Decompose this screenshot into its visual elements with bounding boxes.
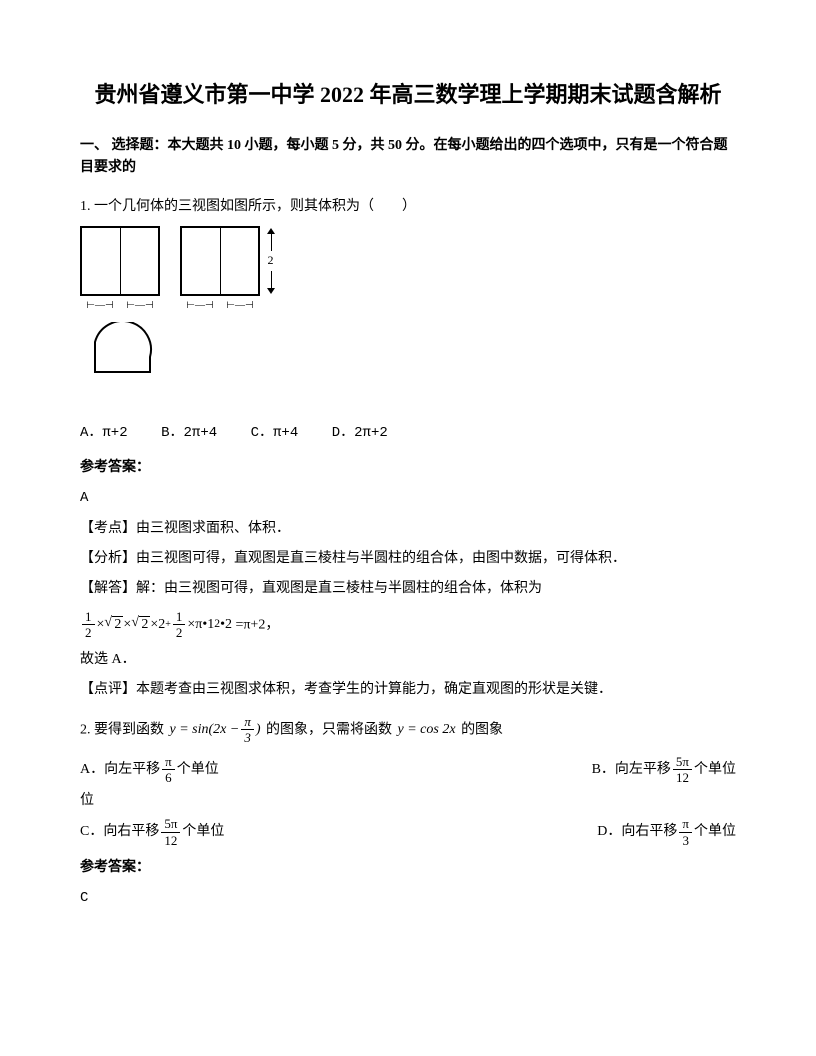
q2-option-d: D．向右平移 π3 个单位 — [597, 816, 736, 848]
q1-options: A．π+2 B．2π+4 C．π+4 D．2π+2 — [80, 422, 736, 444]
front-view — [80, 226, 160, 296]
q1-answer-label: 参考答案： — [80, 457, 736, 479]
q2-answer: C — [80, 887, 736, 909]
q1-conclusion: 故选 A． — [80, 649, 736, 671]
q2-option-c: C．向右平移 5π12 个单位 — [80, 816, 224, 848]
q1-solve: 【解答】解：由三视图可得，直观图是直三棱柱与半圆柱的组合体，体积为 — [80, 578, 736, 600]
q1-option-d: D．2π+2 — [332, 422, 388, 444]
page-title: 贵州省遵义市第一中学 2022 年高三数学理上学期期末试题含解析 — [80, 80, 736, 111]
q1-point: 【考点】由三视图求面积、体积． — [80, 518, 736, 540]
q1-option-c: C．π+4 — [251, 422, 299, 444]
q1-option-a: A．π+2 — [80, 422, 128, 444]
q2-options: A．向左平移 π6 个单位 B．向左平移 5π12 个单位 位 C．向右平移 5… — [80, 754, 736, 849]
q2-option-a: A．向左平移 π6 个单位 — [80, 754, 219, 786]
q2-option-b: B．向左平移 5π12 个单位 — [592, 754, 736, 786]
side-view: 2 — [180, 226, 260, 296]
q1-figure: ⊢—⊣⊢—⊣ 2 ⊢—⊣⊢—⊣ — [80, 226, 736, 410]
q1-formula: 12 ×2×2×2 + 12 ×π•12•2 =π+2， — [80, 609, 736, 641]
question-1: 1. 一个几何体的三视图如图所示，则其体积为（ ） ⊢—⊣⊢—⊣ 2 ⊢—⊣⊢—… — [80, 196, 736, 702]
q1-analysis: 【分析】由三视图可得，直观图是直三棱柱与半圆柱的组合体，由图中数据，可得体积． — [80, 548, 736, 570]
section-header: 一、 选择题：本大题共 10 小题，每小题 5 分，共 50 分。在每小题给出的… — [80, 135, 736, 180]
q1-comment: 【点评】本题考查由三视图求体积，考查学生的计算能力，确定直观图的形状是关键． — [80, 679, 736, 701]
q2-option-b-cont: 位 — [80, 790, 736, 812]
q1-option-b: B．2π+4 — [161, 422, 217, 444]
q1-answer: A — [80, 487, 736, 509]
q2-text: 2. 要得到函数 y = sin(2x − π3) 的图象，只需将函数 y = … — [80, 714, 736, 746]
question-2: 2. 要得到函数 y = sin(2x − π3) 的图象，只需将函数 y = … — [80, 714, 736, 910]
q2-answer-label: 参考答案： — [80, 857, 736, 879]
q1-text: 1. 一个几何体的三视图如图所示，则其体积为（ ） — [80, 196, 736, 218]
dim-label: 2 — [268, 251, 274, 270]
top-view — [80, 322, 160, 402]
